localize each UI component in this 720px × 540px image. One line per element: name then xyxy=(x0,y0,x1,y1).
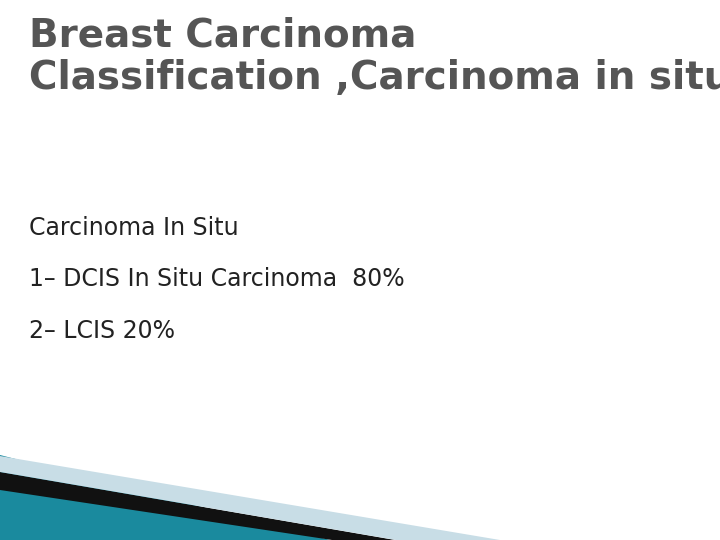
Text: Carcinoma In Situ: Carcinoma In Situ xyxy=(29,216,238,240)
Text: Breast Carcinoma
Classification ,Carcinoma in situ: Breast Carcinoma Classification ,Carcino… xyxy=(29,16,720,97)
Text: 2– LCIS 20%: 2– LCIS 20% xyxy=(29,319,175,342)
Text: 1– DCIS In Situ Carcinoma  80%: 1– DCIS In Situ Carcinoma 80% xyxy=(29,267,405,291)
